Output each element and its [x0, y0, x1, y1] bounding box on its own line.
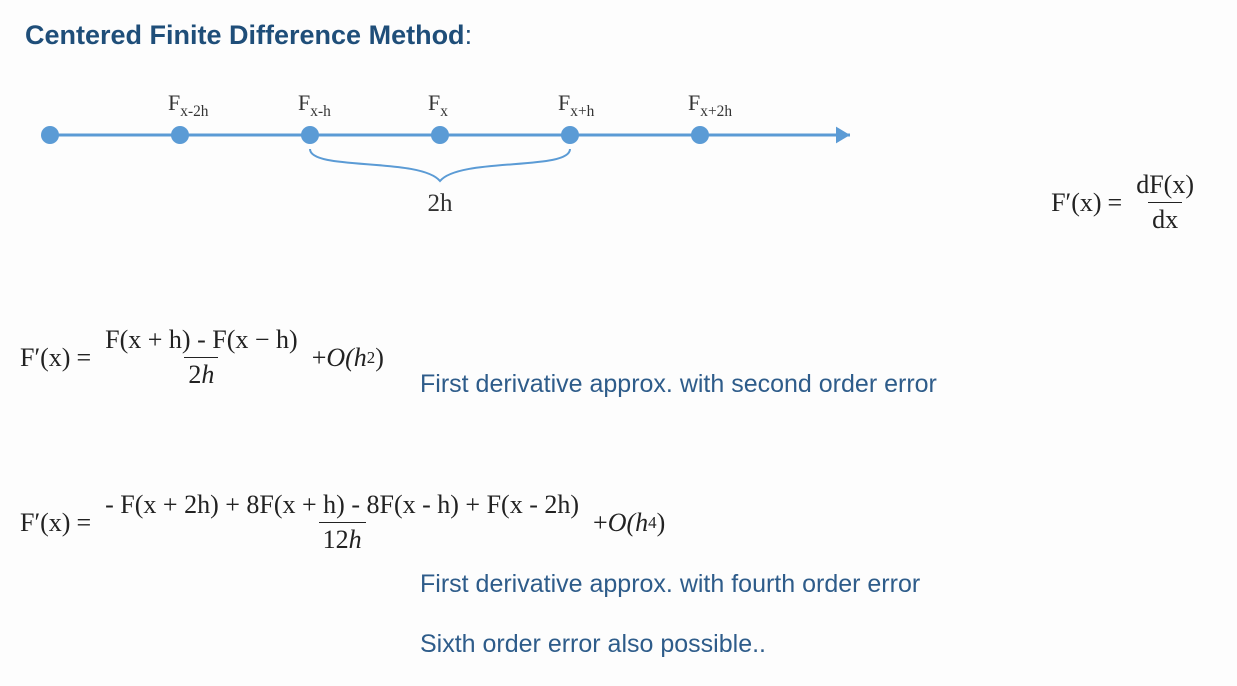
f1-den-h: h [201, 360, 214, 389]
f2-num: - F(x + 2h) + 8F(x + h) - 8F(x - h) + F(… [101, 490, 583, 522]
f2-fraction: - F(x + 2h) + 8F(x + h) - 8F(x - h) + F(… [101, 490, 583, 555]
point-label: Fx-h [298, 90, 331, 120]
formula-fourth-order: F′(x) = - F(x + 2h) + 8F(x + h) - 8F(x -… [20, 490, 665, 555]
def-fraction: dF(x) dx [1132, 170, 1198, 235]
axis-point [691, 126, 709, 144]
def-eq: = [1108, 188, 1123, 218]
axis-point [431, 126, 449, 144]
axis-point [301, 126, 319, 144]
axis-point [171, 126, 189, 144]
def-lhs: F′(x) [1051, 188, 1101, 218]
formula-second-order: F′(x) = F(x + h) - F(x − h) 2h + O(h2) [20, 325, 384, 390]
caption-fourth-order: First derivative approx. with fourth ord… [420, 570, 920, 599]
f2-exp: 4 [648, 513, 656, 533]
diagram-svg: Fx-2h Fx-h Fx Fx+h Fx+2h 2h [30, 80, 880, 240]
f1-lhs: F′(x) [20, 343, 70, 373]
caption-second-order: First derivative approx. with second ord… [420, 370, 937, 399]
f1-O: O(h [326, 343, 366, 373]
number-line-diagram: Fx-2h Fx-h Fx Fx+h Fx+2h 2h [30, 80, 880, 230]
f2-O: O(h [608, 508, 648, 538]
f1-exp: 2 [367, 348, 375, 368]
f1-num: F(x + h) - F(x − h) [101, 325, 302, 357]
f2-den: 12h [319, 522, 366, 555]
def-den: dx [1148, 202, 1182, 235]
f1-den: 2h [184, 357, 218, 390]
point-label: Fx+h [558, 90, 595, 120]
f2-lhs: F′(x) [20, 508, 70, 538]
title-colon: : [465, 20, 473, 50]
f2-eq: = [76, 508, 91, 538]
f1-close: ) [375, 343, 384, 373]
point-label: Fx [428, 90, 448, 120]
f2-den-h: h [349, 525, 362, 554]
def-num: dF(x) [1132, 170, 1198, 202]
point-label: Fx-2h [168, 90, 209, 120]
f1-eq: = [76, 343, 91, 373]
f1-fraction: F(x + h) - F(x − h) 2h [101, 325, 302, 390]
title-text: Centered Finite Difference Method [25, 20, 465, 50]
brace-icon [310, 149, 570, 181]
brace-label: 2h [428, 190, 454, 217]
axis-point [561, 126, 579, 144]
f2-plus: + [593, 508, 608, 538]
point-label: Fx+2h [688, 90, 732, 120]
page-title: Centered Finite Difference Method: [25, 20, 472, 51]
f1-plus: + [312, 343, 327, 373]
axis-point [41, 126, 59, 144]
arrow-icon [836, 127, 850, 144]
f1-den-num: 2 [188, 360, 201, 389]
caption-sixth-order: Sixth order error also possible.. [420, 630, 766, 659]
f2-den-num: 12 [323, 525, 349, 554]
derivative-definition: F′(x) = dF(x) dx [1051, 170, 1202, 235]
f2-close: ) [657, 508, 666, 538]
